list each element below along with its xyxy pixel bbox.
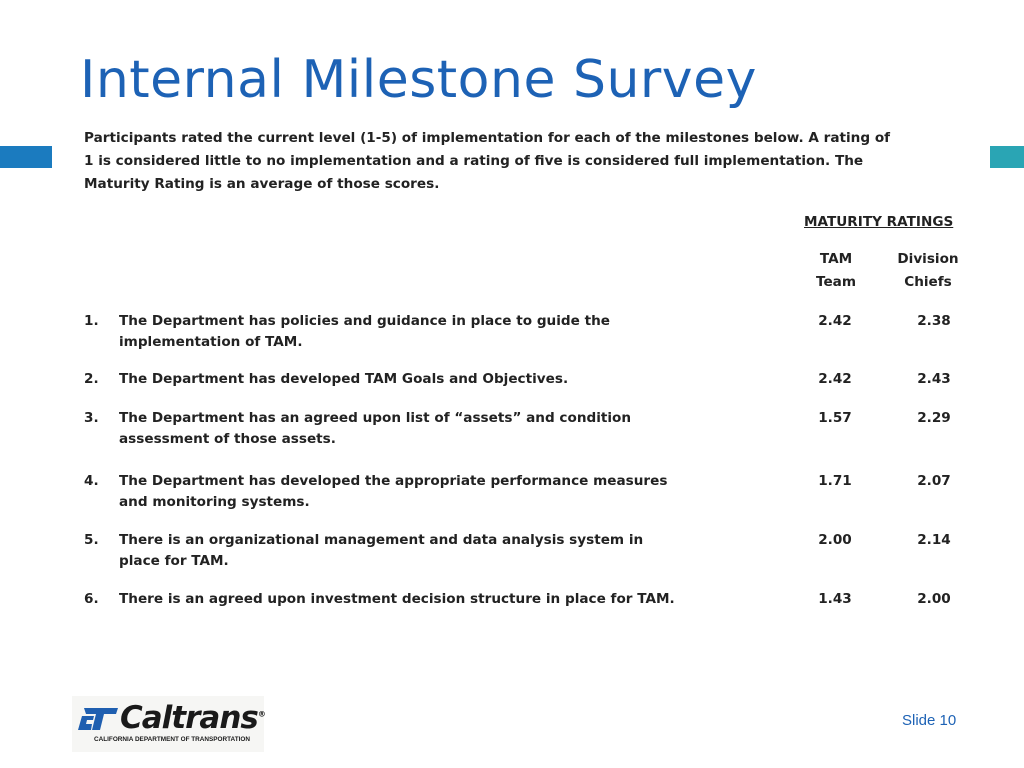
milestone-number: 4. xyxy=(84,473,99,489)
trademark-symbol: ® xyxy=(257,709,266,719)
milestone-number: 1. xyxy=(84,313,99,329)
milestone-text-line: and monitoring systems. xyxy=(119,494,310,510)
caltrans-ct-icon xyxy=(78,708,118,730)
milestone-text: The Department has an agreed upon list o… xyxy=(119,408,759,450)
wordmark-text: Caltrans xyxy=(120,700,259,736)
tam-team-rating: 1.71 xyxy=(818,473,852,489)
tam-team-rating: 2.42 xyxy=(818,313,852,329)
column-header-division-chiefs: Division Chiefs xyxy=(888,248,968,294)
slide-title: Internal Milestone Survey xyxy=(80,50,757,110)
column-header-tam-team: TAM Team xyxy=(806,248,866,294)
milestone-text: The Department has developed TAM Goals a… xyxy=(119,369,759,390)
intro-line: Maturity Rating is an average of those s… xyxy=(84,176,440,192)
milestone-text: The Department has policies and guidance… xyxy=(119,311,759,353)
milestone-text: There is an organizational management an… xyxy=(119,530,759,572)
division-chiefs-rating: 2.07 xyxy=(917,473,951,489)
milestone-text: There is an agreed upon investment decis… xyxy=(119,589,759,610)
tam-team-rating: 2.42 xyxy=(818,371,852,387)
division-chiefs-rating: 2.43 xyxy=(917,371,951,387)
milestone-text: The Department has developed the appropr… xyxy=(119,471,759,513)
accent-bar-left xyxy=(0,146,52,168)
milestone-number: 6. xyxy=(84,591,99,607)
tam-team-rating: 1.57 xyxy=(818,410,852,426)
accent-bar-right xyxy=(990,146,1024,168)
intro-line: 1 is considered little to no implementat… xyxy=(84,153,864,169)
column-header-line: Team xyxy=(815,274,857,290)
division-chiefs-rating: 2.29 xyxy=(917,410,951,426)
milestone-number: 2. xyxy=(84,371,99,387)
tam-team-rating: 1.43 xyxy=(818,591,852,607)
slide-number: Slide 10 xyxy=(902,712,957,729)
milestone-text-line: The Department has developed TAM Goals a… xyxy=(119,371,569,387)
division-chiefs-rating: 2.00 xyxy=(917,591,951,607)
column-header-line: Chiefs xyxy=(904,274,952,290)
column-header-line: TAM xyxy=(819,251,853,267)
intro-line: Participants rated the current level (1-… xyxy=(84,130,891,146)
division-chiefs-rating: 2.38 xyxy=(917,313,951,329)
tam-team-rating: 2.00 xyxy=(818,532,852,548)
milestone-text-line: There is an organizational management an… xyxy=(119,532,644,548)
caltrans-wordmark: Caltrans® xyxy=(120,700,266,736)
milestone-text-line: The Department has an agreed upon list o… xyxy=(119,410,632,426)
caltrans-logo: Caltrans® CALIFORNIA DEPARTMENT OF TRANS… xyxy=(72,696,266,752)
column-header-line: Division xyxy=(897,251,959,267)
milestone-text-line: The Department has policies and guidance… xyxy=(119,313,610,329)
division-chiefs-rating: 2.14 xyxy=(917,532,951,548)
milestone-number: 3. xyxy=(84,410,99,426)
milestone-text-line: There is an agreed upon investment decis… xyxy=(119,591,675,607)
caltrans-subtitle: CALIFORNIA DEPARTMENT OF TRANSPORTATION xyxy=(94,736,250,743)
milestone-text-line: place for TAM. xyxy=(119,553,229,569)
maturity-ratings-header: MATURITY RATINGS xyxy=(804,214,954,230)
milestone-text-line: implementation of TAM. xyxy=(119,334,303,350)
milestone-text-line: assessment of those assets. xyxy=(119,431,336,447)
milestone-text-line: The Department has developed the appropr… xyxy=(119,473,668,489)
milestone-number: 5. xyxy=(84,532,99,548)
intro-paragraph: Participants rated the current level (1-… xyxy=(84,127,984,196)
